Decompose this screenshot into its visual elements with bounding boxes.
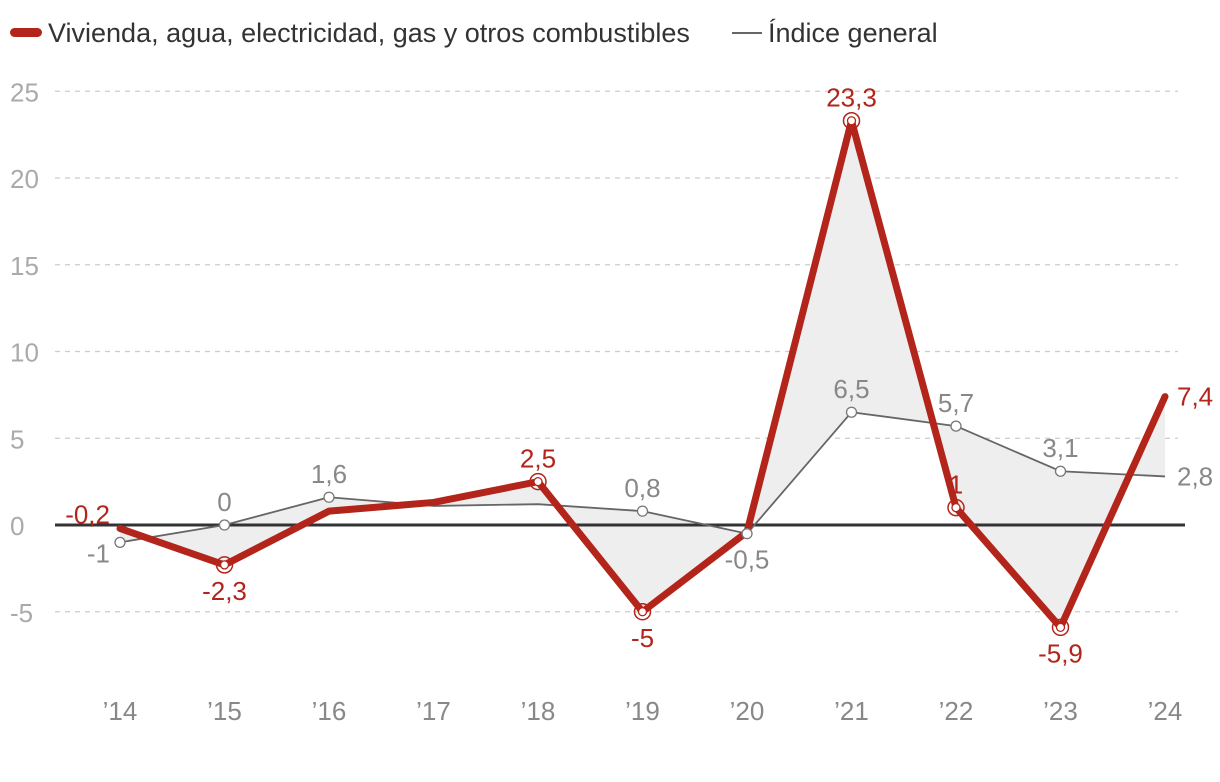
y-tick-label: 15 [10, 251, 39, 281]
data-label-vivienda: -0,2 [65, 499, 110, 529]
marker-vivienda [951, 502, 961, 513]
y-axis: 25 20 15 10 5 0 -5 [10, 77, 39, 628]
x-tick-label: ’23 [1043, 696, 1078, 726]
data-label-vivienda: -2,3 [202, 576, 247, 606]
data-label-vivienda: 23,3 [826, 83, 877, 113]
difference-area-fill [120, 120, 1165, 628]
grid [55, 90, 1178, 613]
x-tick-label: ’19 [625, 696, 660, 726]
data-label-indice-general: 6,5 [833, 374, 869, 404]
marker-indice-general [114, 536, 126, 548]
difference-area [120, 120, 1165, 628]
marker-vivienda-ring [947, 498, 965, 517]
marker-indice-general [845, 406, 858, 418]
marker-indice-general [218, 519, 231, 531]
y-tick-label: 10 [10, 338, 39, 368]
data-label-indice-general: 1,6 [311, 459, 347, 489]
marker-vivienda-ring [633, 603, 652, 621]
point-markers [114, 111, 1070, 637]
x-tick-label: ’20 [730, 696, 765, 726]
marker-vivienda-ring [842, 111, 861, 130]
marker-indice-general [323, 491, 335, 503]
y-tick-label: 5 [10, 424, 24, 454]
data-label-vivienda: -5,9 [1038, 638, 1083, 668]
marker-vivienda-ring [529, 472, 547, 491]
data-label-indice-general: -1 [87, 538, 110, 568]
data-label-vivienda: 1 [949, 470, 963, 500]
data-label-vivienda: 2,5 [520, 444, 556, 474]
marker-vivienda [846, 116, 857, 126]
data-label-indice-general: 0 [217, 487, 231, 517]
data-label-indice-general: 5,7 [938, 388, 974, 418]
y-tick-label: -5 [10, 598, 33, 628]
data-label-indice-general: 2,8 [1177, 461, 1213, 491]
marker-vivienda [637, 607, 648, 617]
marker-indice-general [950, 420, 962, 432]
legend-label-series-2: Índice general [768, 18, 938, 48]
marker-vivienda-ring [1051, 618, 1070, 637]
x-tick-label: ’21 [834, 696, 869, 726]
marker-vivienda-ring [215, 556, 234, 574]
y-tick-label: 0 [10, 511, 24, 541]
y-tick-label: 25 [10, 77, 39, 107]
legend: Vivienda, agua, electricidad, gas y otro… [10, 18, 938, 48]
data-label-indice-general: -0,5 [725, 545, 770, 575]
x-tick-label: ’24 [1148, 696, 1183, 726]
x-tick-label: ’22 [939, 696, 974, 726]
marker-vivienda [1055, 622, 1066, 633]
legend-swatch-series-1 [10, 28, 42, 37]
x-tick-label: ’15 [207, 696, 242, 726]
marker-indice-general [1054, 465, 1067, 477]
marker-indice-general [741, 528, 753, 540]
legend-label-series-1: Vivienda, agua, electricidad, gas y otro… [48, 18, 690, 48]
x-tick-label: ’17 [416, 696, 451, 726]
data-label-vivienda: 7,4 [1177, 382, 1213, 412]
x-tick-label: ’18 [521, 696, 556, 726]
marker-vivienda [219, 560, 230, 570]
data-label-indice-general: 0,8 [624, 473, 660, 503]
marker-indice-general [636, 505, 649, 517]
y-tick-label: 20 [10, 164, 39, 194]
x-axis: ’14 ’15 ’16 ’17 ’18 ’19 ’20 ’21 ’22 ’23 ’24 [103, 696, 1183, 726]
x-tick-label: ’14 [103, 696, 138, 726]
data-labels: -1 0 1,6 0,8 -0,5 6,5 5,7 3,1 2,8 -0,2 -2,3 2,5 -5 23… [65, 83, 1213, 669]
x-tick-label: ’16 [312, 696, 347, 726]
data-label-vivienda: -5 [631, 623, 654, 653]
data-label-indice-general: 3,1 [1042, 433, 1078, 463]
marker-vivienda [533, 476, 543, 487]
